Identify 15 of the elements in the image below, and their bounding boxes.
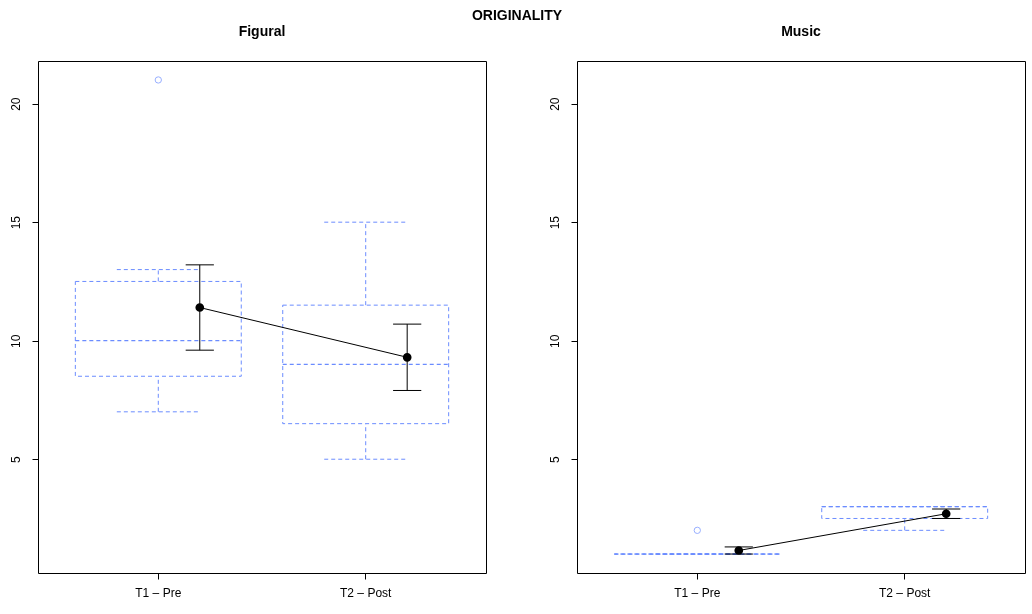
y-tick-label: 5 (547, 456, 562, 464)
y-tick-label: 20 (547, 97, 562, 111)
chart-title: Figural (238, 23, 286, 39)
y-tick-label: 15 (547, 215, 562, 230)
text: ORIGINALITY (471, 6, 563, 23)
y-tick-label: 5 (8, 456, 23, 464)
y-tick-label: 10 (8, 334, 23, 348)
y-tick-label: 10 (547, 334, 562, 348)
x-tick-label: T2 – Post (340, 585, 393, 600)
x-tick-label: T1 – Pre (674, 585, 721, 600)
x-tick-label: T2 – Post (879, 585, 932, 600)
x-tick-label: T1 – Pre (135, 585, 182, 600)
y-tick-label: 20 (8, 97, 23, 111)
y-tick-label: 15 (8, 215, 23, 230)
chart-title: Music (781, 23, 822, 39)
